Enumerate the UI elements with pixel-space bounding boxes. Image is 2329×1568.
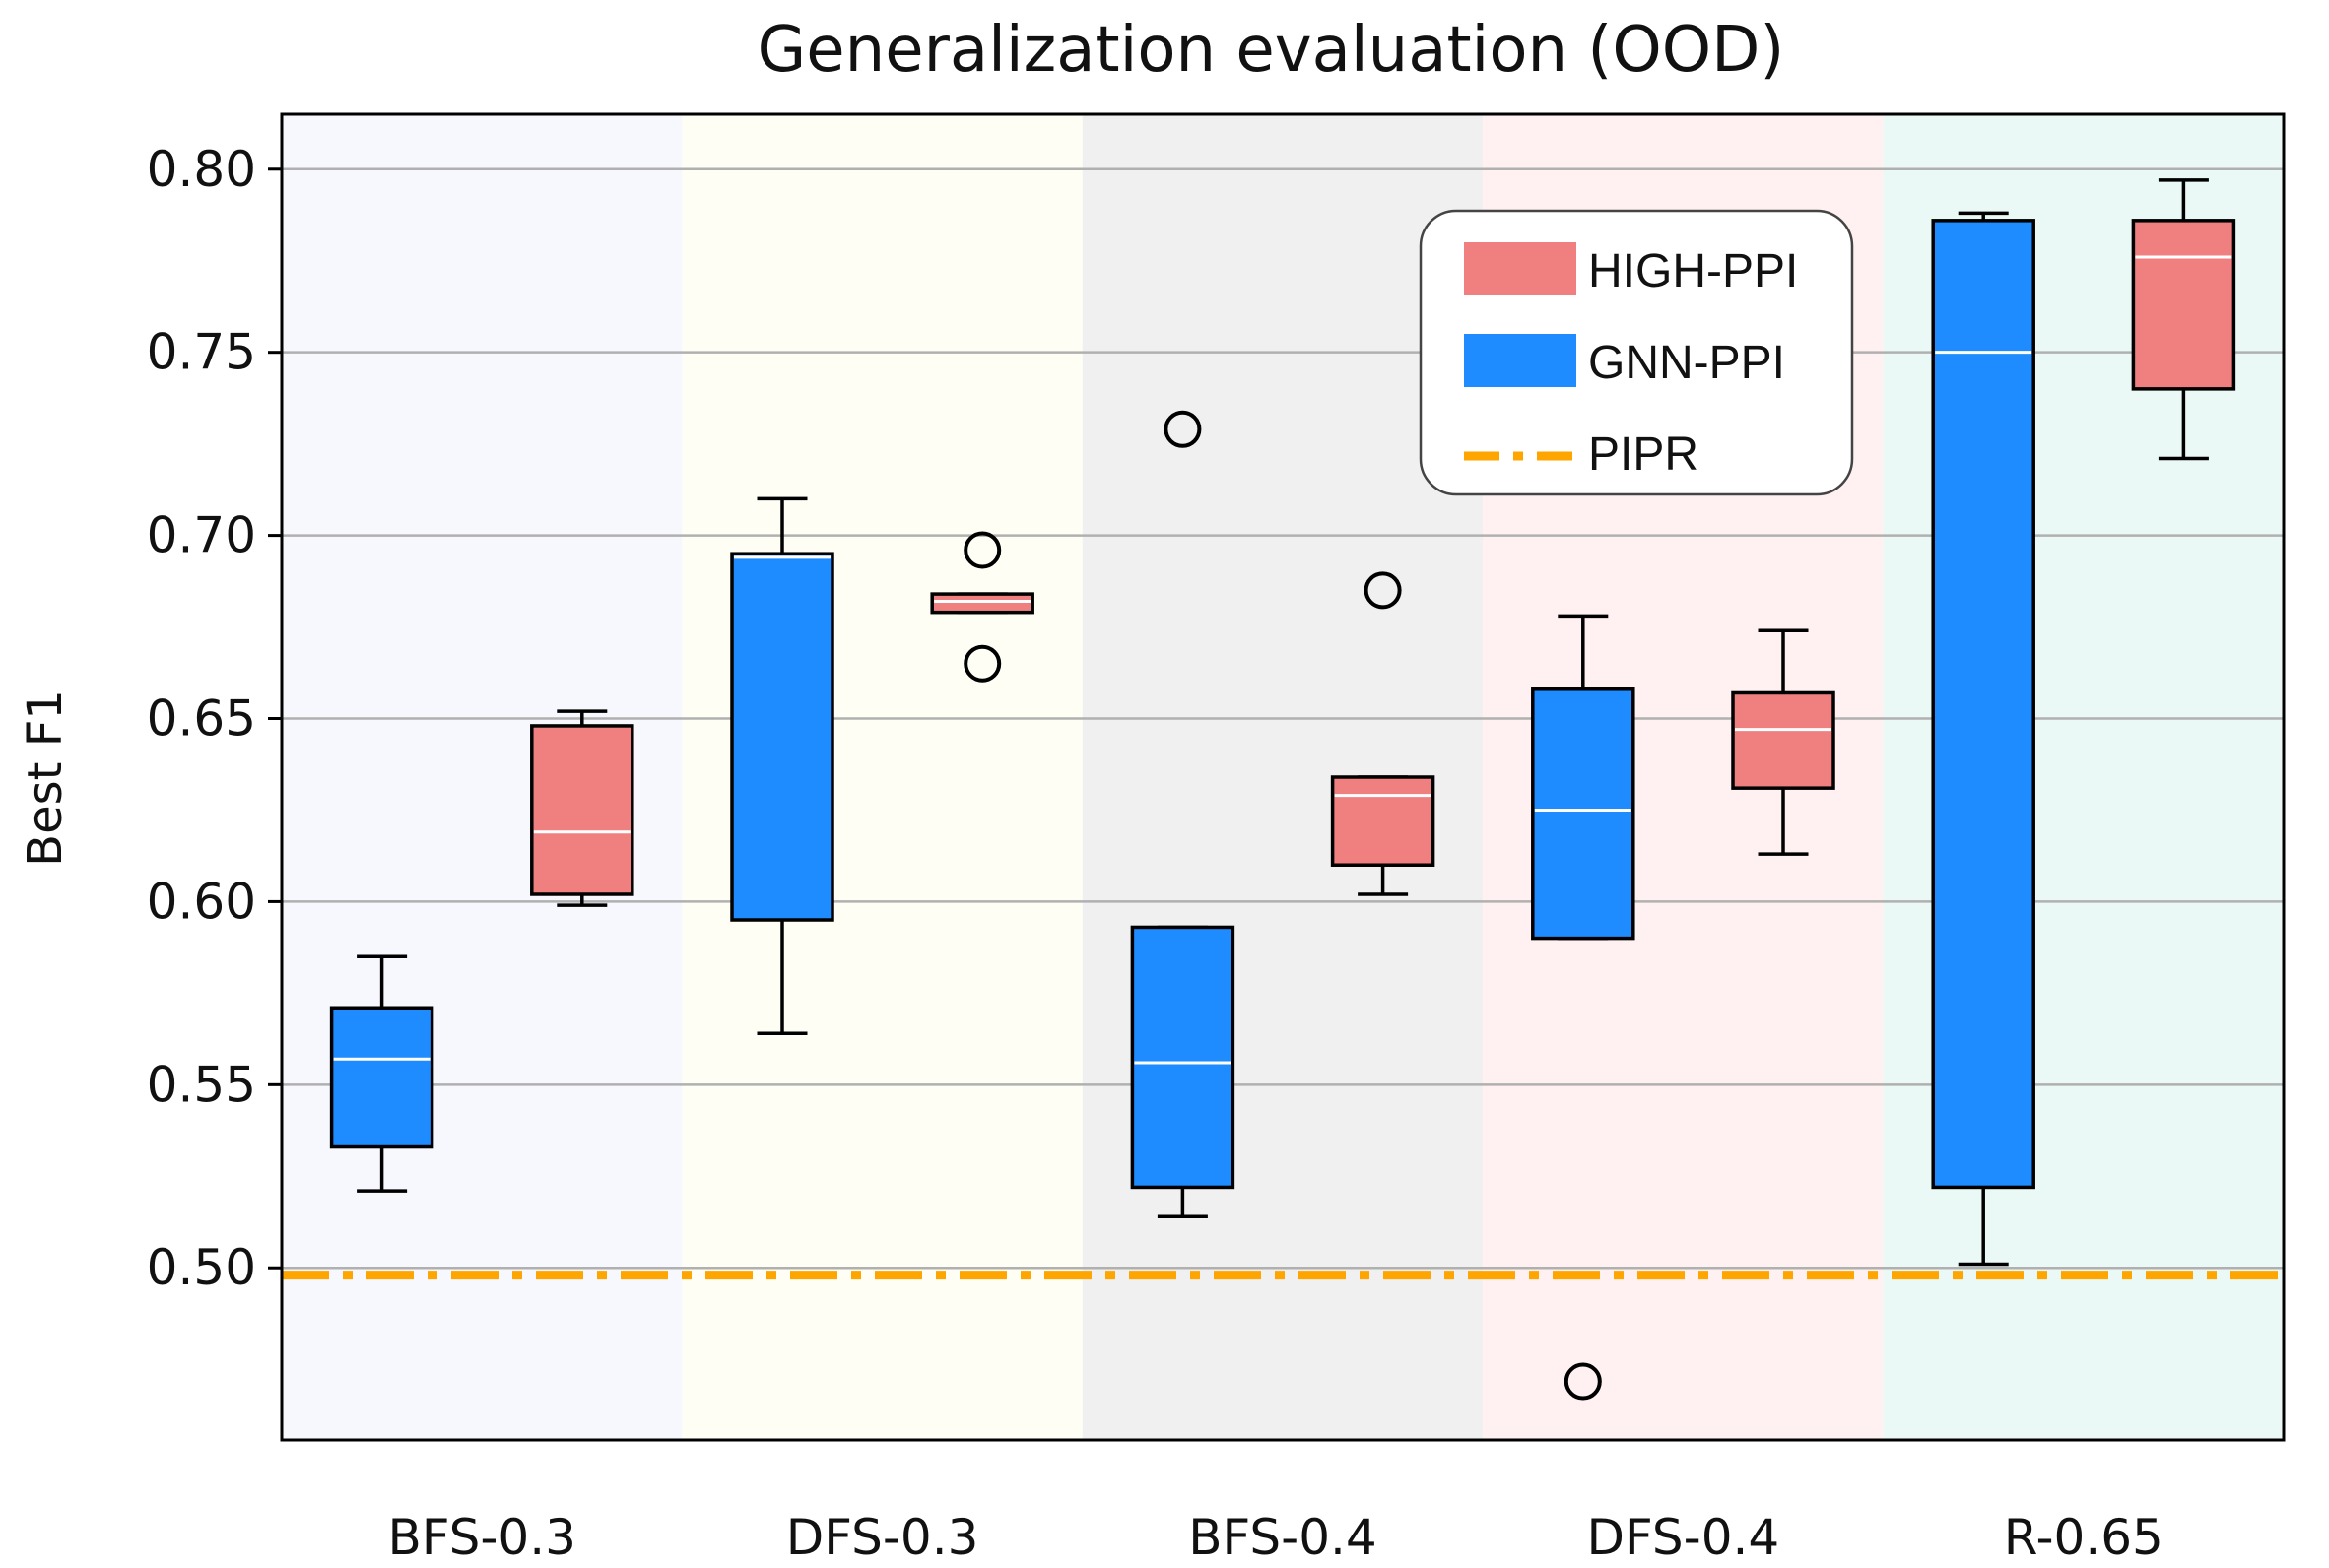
- outlier-point: [964, 644, 1002, 683]
- box-iqr: [730, 552, 834, 922]
- grid-lines: [282, 167, 2284, 1270]
- box-group: [1130, 410, 1235, 1218]
- plot-frame: [280, 112, 2286, 1442]
- box-group: [1731, 628, 1835, 856]
- box-iqr: [930, 592, 1034, 615]
- y-tick-label: 0.70: [147, 507, 256, 564]
- box-iqr: [1330, 775, 1435, 867]
- box-iqr: [2131, 219, 2236, 391]
- outlier-point: [1564, 1362, 1602, 1401]
- y-axis-label: Best F1: [18, 689, 73, 867]
- box-iqr: [1931, 219, 2035, 1190]
- box-series: [329, 178, 2236, 1401]
- box-group: [1931, 211, 2035, 1267]
- chart-title: Generalization evaluation (OOD): [758, 14, 1785, 87]
- x-tick-label: BFS-0.3: [387, 1509, 575, 1564]
- x-tick-label: BFS-0.4: [1188, 1509, 1376, 1564]
- box-group: [930, 531, 1034, 683]
- y-tick-label: 0.50: [147, 1239, 256, 1296]
- outlier-point: [1364, 571, 1402, 610]
- legend-swatch: [1464, 242, 1576, 295]
- x-tick-label: R-0.65: [2004, 1509, 2163, 1564]
- box-group: [1330, 571, 1435, 896]
- box-iqr: [530, 724, 634, 896]
- box-group: [1531, 614, 1635, 1401]
- box-iqr: [329, 1006, 434, 1149]
- outlier-point: [1164, 410, 1202, 448]
- legend: HIGH-PPI GNN-PPI PIPR: [1419, 209, 1854, 496]
- outlier-point: [964, 531, 1002, 569]
- x-tick-label: DFS-0.4: [1587, 1509, 1780, 1564]
- legend-swatch: [1464, 334, 1576, 387]
- y-tick-label: 0.55: [147, 1056, 256, 1113]
- legend-label: PIPR: [1588, 428, 1698, 481]
- box-iqr: [1130, 925, 1235, 1190]
- x-tick-label: DFS-0.3: [786, 1509, 979, 1564]
- legend-label: GNN-PPI: [1588, 337, 1785, 389]
- box-iqr: [1531, 687, 1635, 941]
- box-group: [2131, 178, 2236, 461]
- y-tick-label: 0.75: [147, 324, 256, 381]
- y-tick-label: 0.65: [147, 690, 256, 748]
- y-tick-label: 0.60: [147, 873, 256, 930]
- box-group: [530, 709, 634, 907]
- y-tick-label: 0.80: [147, 141, 256, 198]
- box-group: [730, 496, 834, 1036]
- box-group: [329, 954, 434, 1193]
- axes: 0.50 0.55 0.60 0.65 0.70 0.75 0.80 BFS-0.3 DFS-0…: [147, 141, 2163, 1566]
- legend-label: HIGH-PPI: [1588, 245, 1798, 297]
- box-iqr: [1731, 690, 1835, 790]
